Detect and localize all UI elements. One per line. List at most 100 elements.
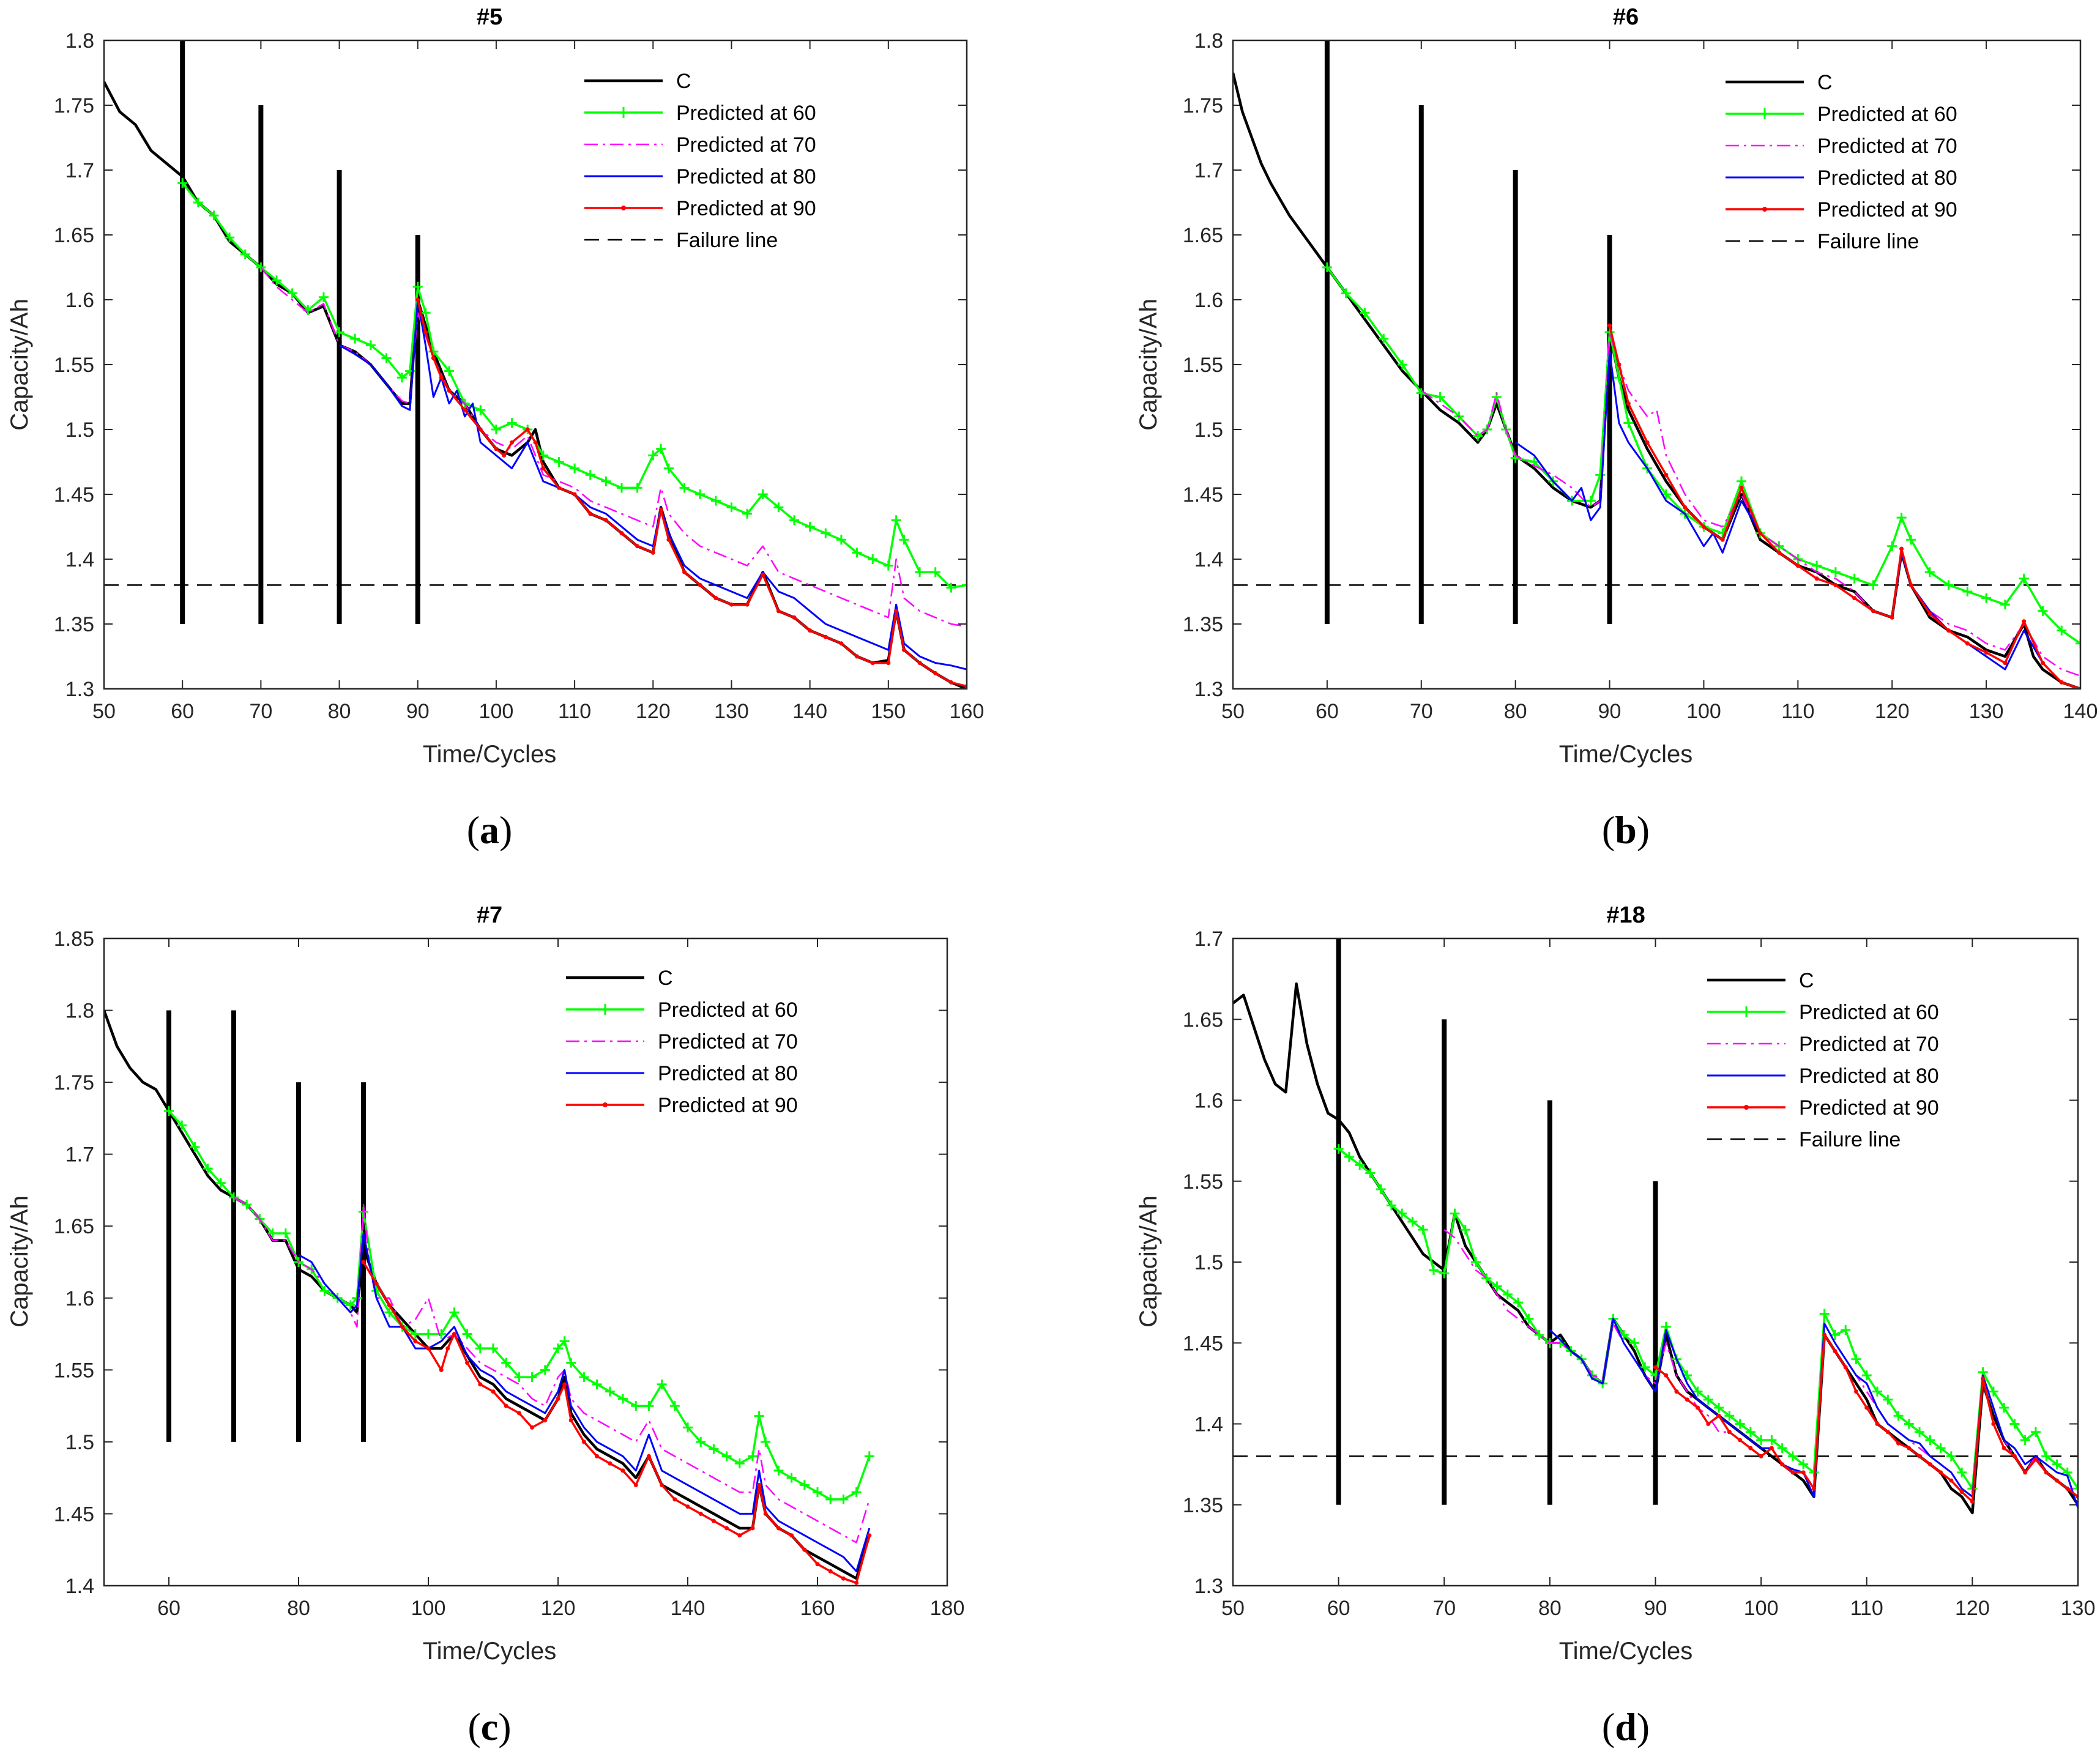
data-point-p90 bbox=[1716, 1413, 1721, 1418]
data-point-p60 bbox=[242, 1199, 252, 1209]
data-point-p60 bbox=[190, 1142, 200, 1152]
data-point-p60 bbox=[1999, 1403, 2009, 1413]
data-point-p60 bbox=[1849, 573, 1860, 584]
data-point-p60 bbox=[1428, 1265, 1439, 1276]
data-point-p90 bbox=[439, 1367, 444, 1372]
data-point-p90 bbox=[1748, 1446, 1753, 1451]
legend-label: C bbox=[676, 70, 691, 93]
legend-label: Predicted at 70 bbox=[676, 133, 816, 157]
data-point-p60 bbox=[1893, 1411, 1904, 1421]
y-tick-label: 1.55 bbox=[1183, 354, 1223, 377]
data-point-p60 bbox=[1767, 1435, 1777, 1445]
data-point-p90 bbox=[400, 1324, 405, 1329]
data-point-p60 bbox=[1861, 1370, 1872, 1381]
y-tick-label: 1.7 bbox=[1194, 927, 1223, 951]
x-tick-label: 90 bbox=[1598, 700, 1622, 723]
data-point-p60 bbox=[462, 1329, 472, 1339]
legend-entry: Predicted at 70 bbox=[1707, 1033, 1939, 1056]
legend-label: Predicted at 90 bbox=[676, 197, 816, 220]
x-tick-label: 50 bbox=[1221, 700, 1245, 723]
panel-d-ylabel: Capacity/Ah bbox=[1135, 1195, 1162, 1328]
data-point-p60 bbox=[773, 1465, 784, 1476]
data-point-p90 bbox=[1811, 1486, 1816, 1491]
legend-label: Failure line bbox=[676, 229, 778, 252]
data-point-p60 bbox=[475, 1343, 485, 1354]
series-line-p90 bbox=[1608, 325, 2080, 689]
data-point-p60 bbox=[365, 340, 376, 351]
y-tick-label: 1.45 bbox=[54, 1503, 94, 1526]
legend-entry: C bbox=[1707, 969, 1814, 992]
data-point-p90 bbox=[761, 572, 765, 577]
legend-entry: Predicted at 80 bbox=[584, 165, 816, 188]
data-point-p60 bbox=[734, 1458, 745, 1469]
data-point-p90 bbox=[361, 1260, 366, 1265]
series-line-p70 bbox=[1421, 331, 2080, 677]
data-point-p60 bbox=[864, 1451, 874, 1462]
data-point-p60 bbox=[554, 457, 564, 467]
data-point-p60 bbox=[789, 515, 799, 526]
legend-entry: Failure line bbox=[1726, 230, 1919, 253]
data-point-p60 bbox=[838, 1494, 849, 1504]
x-tick-label: 110 bbox=[558, 700, 591, 723]
data-point-p60 bbox=[1830, 567, 1841, 578]
data-point-p60 bbox=[710, 496, 721, 506]
data-point-p90 bbox=[1864, 1405, 1869, 1410]
y-tick-label: 1.65 bbox=[54, 224, 94, 247]
data-point-p90 bbox=[541, 466, 546, 471]
panel-c-caption-letter: c bbox=[481, 1705, 498, 1748]
x-tick-label: 110 bbox=[1850, 1597, 1883, 1620]
data-point-p60 bbox=[868, 554, 878, 564]
data-point-p90 bbox=[1790, 1470, 1795, 1475]
data-point-p60 bbox=[2076, 638, 2080, 648]
data-point-p60 bbox=[1439, 1268, 1450, 1279]
y-tick-label: 1.65 bbox=[54, 1215, 94, 1238]
x-tick-label: 50 bbox=[92, 700, 116, 723]
x-tick-label: 60 bbox=[171, 700, 194, 723]
x-tick-label: 110 bbox=[1781, 700, 1814, 723]
data-point-p90 bbox=[478, 427, 483, 432]
data-point-p90 bbox=[1833, 1348, 1838, 1353]
data-point-p60 bbox=[592, 1379, 602, 1389]
legend-entry: Failure line bbox=[584, 229, 778, 252]
data-point-p90 bbox=[423, 330, 428, 335]
data-point-p90 bbox=[1890, 615, 1894, 620]
data-point-p60 bbox=[319, 1286, 330, 1296]
panel-d-caption-letter: d bbox=[1615, 1705, 1637, 1748]
legend-marker-p60 bbox=[600, 1004, 611, 1015]
data-point-p90 bbox=[1938, 1470, 1943, 1475]
data-point-p90 bbox=[1917, 1454, 1922, 1458]
x-tick-label: 140 bbox=[792, 700, 827, 723]
data-point-p60 bbox=[193, 198, 203, 207]
data-point-p90 bbox=[948, 680, 953, 685]
data-point-p90 bbox=[894, 609, 899, 614]
x-tick-label: 60 bbox=[1316, 700, 1339, 723]
panel-a-data bbox=[104, 40, 967, 689]
data-point-p90 bbox=[1801, 1470, 1806, 1475]
data-point-p90 bbox=[808, 628, 813, 633]
data-point-p60 bbox=[1481, 1273, 1492, 1283]
data-point-p60 bbox=[345, 1300, 356, 1310]
legend-marker-p90 bbox=[1744, 1105, 1749, 1110]
x-tick-label: 60 bbox=[157, 1597, 181, 1620]
data-point-p60 bbox=[915, 567, 925, 578]
data-point-p60 bbox=[663, 463, 674, 474]
data-point-p60 bbox=[799, 1480, 810, 1490]
data-point-p90 bbox=[685, 1504, 690, 1509]
data-point-p60 bbox=[1376, 1184, 1386, 1194]
data-point-p90 bbox=[658, 507, 663, 512]
y-tick-label: 1.3 bbox=[1194, 1575, 1223, 1598]
data-point-p60 bbox=[726, 502, 737, 513]
series-line-p80 bbox=[338, 299, 967, 670]
y-tick-label: 1.45 bbox=[1183, 1332, 1223, 1355]
x-tick-label: 120 bbox=[636, 700, 671, 723]
data-point-p90 bbox=[1738, 1438, 1743, 1443]
data-point-p90 bbox=[1833, 582, 1838, 587]
data-point-p60 bbox=[527, 1372, 537, 1383]
data-point-p90 bbox=[1769, 1446, 1774, 1451]
legend-entry: C bbox=[584, 70, 691, 93]
panel-c-caption: (c) bbox=[467, 1705, 511, 1748]
data-point-p90 bbox=[415, 297, 420, 302]
data-point-p60 bbox=[1360, 308, 1370, 318]
y-tick-label: 1.7 bbox=[1194, 159, 1223, 182]
data-point-p90 bbox=[463, 407, 467, 412]
